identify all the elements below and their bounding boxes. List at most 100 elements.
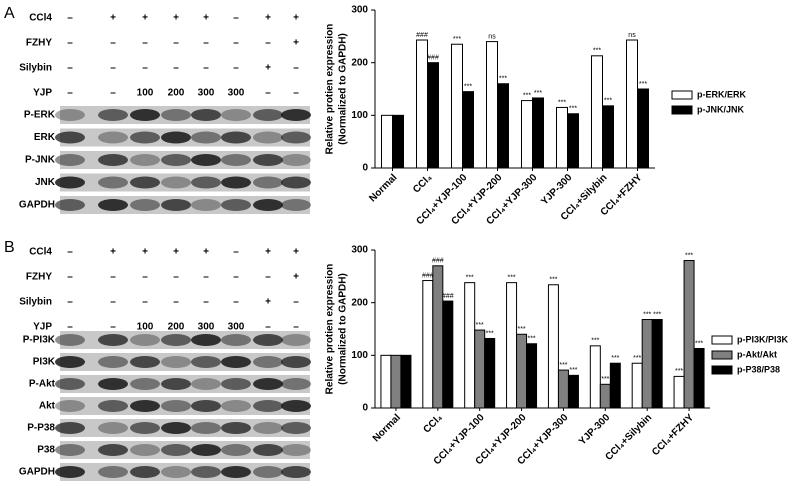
bar — [567, 374, 579, 409]
bar — [589, 345, 601, 409]
treatment-value: + — [293, 272, 299, 283]
band-label: P-ERK — [24, 110, 56, 121]
bar — [486, 41, 498, 169]
blot-band — [55, 154, 85, 166]
treatment-value: – — [293, 88, 299, 99]
treatment-value: – — [233, 38, 239, 49]
significance-label: ### — [422, 272, 434, 279]
blot-band — [98, 378, 128, 390]
blot-band — [98, 154, 128, 166]
treatment-value: + — [265, 297, 271, 308]
treatment-label: FZHY — [26, 272, 52, 283]
blot-band — [98, 131, 128, 144]
blot-band — [191, 444, 221, 456]
significance-label: *** — [527, 336, 535, 343]
bar — [416, 39, 428, 169]
y-tick-label: 0 — [362, 163, 368, 174]
significance-label: *** — [517, 326, 525, 333]
blot-band — [253, 154, 283, 166]
blot-band — [221, 154, 251, 166]
treatment-value: – — [142, 38, 148, 49]
significance-label: *** — [653, 311, 661, 318]
treatment-value: – — [203, 63, 209, 74]
treatment-value: + — [142, 247, 148, 258]
blot-band — [161, 422, 191, 434]
treatment-label: Silybin — [19, 63, 52, 74]
y-axis-label: Relative protien expression — [325, 24, 336, 155]
treatment-label: YJP — [33, 88, 52, 99]
legend-swatch — [711, 350, 733, 360]
treatment-value: – — [293, 297, 299, 308]
treatment-value: + — [293, 247, 299, 258]
band-label: ERK — [34, 132, 56, 143]
x-tick-label: CCl₄ — [411, 172, 434, 195]
blot-band — [130, 378, 160, 390]
blot-band — [253, 400, 283, 412]
blot-band — [130, 422, 160, 434]
significance-label: *** — [476, 322, 484, 329]
blot-band — [161, 176, 191, 189]
blot-band — [281, 356, 311, 368]
treatment-value: + — [173, 247, 179, 258]
blot-band — [55, 176, 85, 189]
treatment-value: – — [233, 272, 239, 283]
blot-band — [98, 356, 128, 368]
treatment-value: 300 — [198, 88, 215, 99]
blot-band — [253, 176, 283, 189]
treatment-value: – — [173, 63, 179, 74]
treatment-value: – — [265, 38, 271, 49]
y-tick-label: 200 — [351, 57, 368, 68]
treatment-value: + — [265, 13, 271, 24]
blot-band — [191, 109, 221, 121]
significance-label: ### — [442, 293, 454, 300]
legend-swatch — [711, 365, 733, 375]
blot-band — [55, 422, 85, 434]
treatment-value: 100 — [137, 322, 154, 333]
treatment-value: – — [142, 297, 148, 308]
bar — [400, 354, 412, 409]
significance-label: *** — [643, 311, 651, 318]
band-label: P-P38 — [27, 423, 55, 434]
blot-band — [161, 378, 191, 390]
significance-label: *** — [593, 48, 601, 55]
blot-band — [191, 422, 221, 434]
legend-label: p-JNK/JNK — [697, 104, 745, 114]
blot-band — [161, 199, 191, 211]
treatment-value: 200 — [168, 322, 185, 333]
treatment-value: – — [265, 88, 271, 99]
blot-band — [253, 356, 283, 368]
blot-band — [55, 334, 85, 346]
bar — [380, 354, 392, 409]
treatment-value: + — [110, 13, 116, 24]
significance-label: *** — [569, 367, 577, 374]
blot-band — [98, 444, 128, 456]
legend-swatch — [671, 105, 693, 115]
bar — [392, 114, 404, 169]
treatment-value: – — [110, 297, 116, 308]
treatment-value: + — [142, 13, 148, 24]
treatment-value: + — [173, 13, 179, 24]
treatment-value: – — [67, 297, 73, 308]
treatment-value: + — [110, 247, 116, 258]
bar — [464, 282, 476, 409]
blot-band — [161, 154, 191, 166]
blot-band — [191, 378, 221, 390]
significance-label: *** — [559, 362, 567, 369]
x-tick-label: YJP-300 — [539, 172, 575, 208]
bar — [451, 43, 463, 169]
significance-label: *** — [685, 252, 693, 259]
blot-band — [161, 109, 191, 121]
blot-band — [281, 422, 311, 434]
treatment-value: – — [173, 297, 179, 308]
blot-band — [191, 176, 221, 189]
treatment-value: – — [142, 63, 148, 74]
significance-label: *** — [675, 368, 683, 375]
blot-band — [253, 334, 283, 346]
treatment-value: + — [203, 247, 209, 258]
blot-band — [281, 334, 311, 346]
significance-label: *** — [633, 355, 641, 362]
blot-band — [221, 176, 251, 189]
bar — [497, 83, 509, 169]
treatment-value: + — [293, 13, 299, 24]
